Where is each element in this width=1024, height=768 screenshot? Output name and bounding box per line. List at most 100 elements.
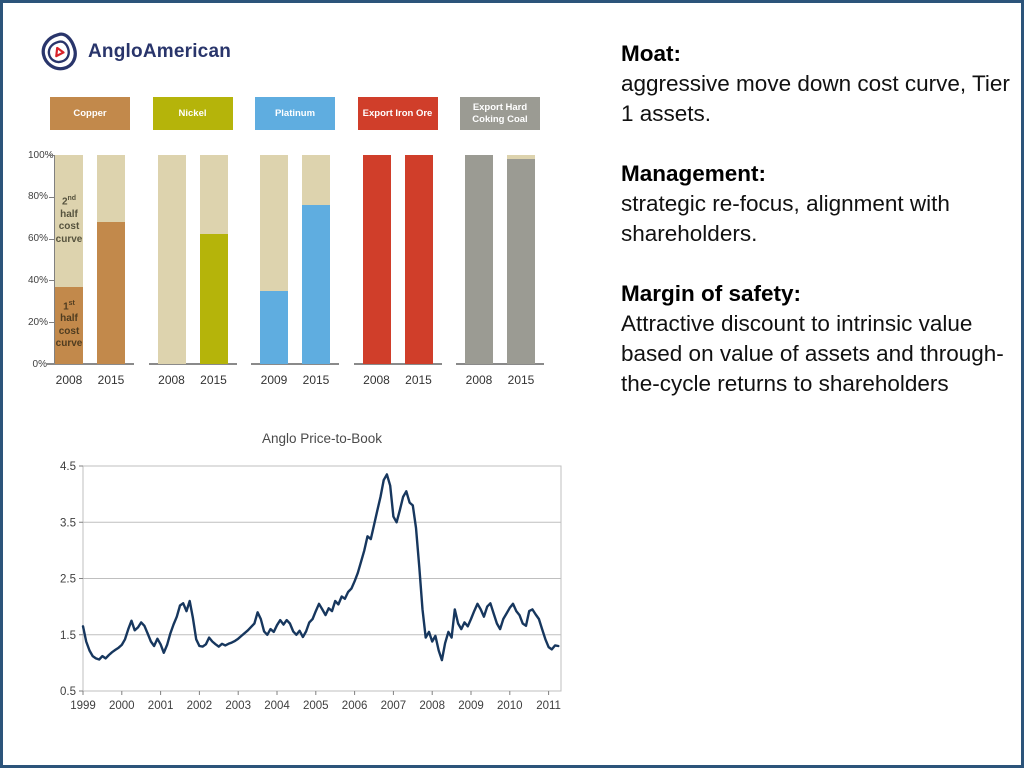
section-heading: Margin of safety: [621, 281, 802, 306]
line-chart-title: Anglo Price-to-Book [261, 431, 383, 446]
bar-segment-second-half [157, 155, 186, 364]
bar-group-baseline [251, 363, 339, 365]
bar-chart-y-tick-label: 40% [28, 274, 49, 286]
bar-x-tick-label: 2009 [260, 373, 288, 387]
bar-chart-y-tick-label: 80% [28, 191, 49, 203]
bar-segment-first-half [199, 234, 228, 364]
thesis-section-management: Management: strategic re-focus, alignmen… [621, 159, 1021, 249]
bar-group-baseline [46, 363, 134, 365]
bar-group-baseline [456, 363, 544, 365]
bar-x-tick-label: 2008 [158, 373, 185, 387]
section-heading: Moat: [621, 41, 681, 66]
stacked-bar-platinum-2009 [260, 155, 288, 364]
bar-x-tick-label: 2015 [97, 373, 125, 387]
bar-chart-y-tick-label: 100% [28, 149, 54, 161]
x-axis-tick-label: 2001 [148, 700, 174, 712]
category-label-export-hard-coking-coal: Export Hard Coking Coal [460, 97, 540, 130]
bar-chart-y-tick-label: 0% [32, 358, 47, 370]
x-axis-tick-label: 2005 [303, 700, 329, 712]
y-axis-tick-label: 3.5 [60, 517, 76, 529]
x-axis-tick-label: 2007 [381, 700, 407, 712]
y-axis-tick-label: 4.5 [60, 461, 76, 473]
x-axis-tick-label: 2011 [536, 700, 561, 712]
bar-segment-first-half [404, 155, 433, 364]
bar-segment-first-half [465, 155, 493, 364]
category-label-copper: Copper [50, 97, 130, 130]
x-axis-tick-label: 2009 [458, 700, 484, 712]
bar-x-tick-label: 2015 [302, 373, 330, 387]
bar-chart-y-tick-label: 20% [28, 316, 49, 328]
bar-group-copper: 2nd half cost curve 1st half cost curve [46, 155, 134, 365]
x-axis-tick-label: 2006 [342, 700, 368, 712]
bar-segment-first-half [97, 221, 125, 364]
stacked-bar-platinum-2015 [302, 155, 330, 364]
bar-chart-y-tick [49, 155, 54, 156]
price-to-book-line-chart: Anglo Price-to-Book 4.5 3.5 2.5 1.5 0.5 1999 2… [41, 431, 586, 731]
cost-curve-bar-chart: 100% 80% 60% 40% 20% 0% Copper 2nd half cost curve… [28, 93, 588, 398]
stacked-bar-export-hard-coking-coal-2015 [507, 155, 535, 364]
bar-group-nickel [148, 155, 237, 365]
segment-label-second-half-cost-curve: 2nd half cost curve [55, 195, 83, 245]
section-body: Attractive discount to intrinsic value b… [621, 311, 1004, 396]
bar-segment-second-half [260, 155, 288, 291]
logo-text: AngloAmerican [88, 41, 232, 62]
x-axis-tick-label: 2003 [225, 700, 251, 712]
x-axis-tick-label: 2000 [109, 700, 135, 712]
x-axis-tick-label: 2004 [264, 700, 290, 712]
anglo-american-logo: AngloAmerican [39, 31, 231, 73]
anglo-american-logo-icon [41, 32, 77, 71]
stacked-bar-nickel-2008 [157, 155, 186, 364]
stacked-bar-nickel-2015 [199, 155, 228, 364]
bar-x-tick-label: 2015 [200, 373, 227, 387]
thesis-section-margin-of-safety: Margin of safety: Attractive discount to… [621, 279, 1021, 399]
line-chart-canvas: 4.5 3.5 2.5 1.5 0.5 1999 2000 2001 2002 2003 2004 2… [60, 461, 562, 712]
category-label-platinum: Platinum [255, 97, 335, 130]
price-to-book-series-line [81, 473, 560, 662]
bar-x-tick-label: 2008 [363, 373, 390, 387]
x-axis-tick-label: 2008 [419, 700, 445, 712]
bar-segment-first-half [260, 290, 288, 364]
bar-group-baseline [148, 363, 237, 365]
bar-group-export-iron-ore [353, 155, 442, 365]
bar-segment-first-half [302, 205, 330, 364]
bar-chart-y-axis [54, 155, 55, 365]
y-axis-tick-label: 0.5 [60, 686, 76, 698]
bar-chart-y-tick [49, 196, 54, 198]
investment-thesis-panel: Moat: aggressive move down cost curve, T… [621, 39, 1021, 429]
category-label-nickel: Nickel [152, 97, 233, 130]
section-heading: Management: [621, 161, 767, 186]
segment-label-first-half-cost-curve: 1st half cost curve [55, 299, 83, 350]
bar-segment-first-half [507, 159, 535, 364]
bar-segment-first-half [362, 155, 391, 364]
bar-group-baseline [353, 363, 442, 365]
stacked-bar-copper-2015 [97, 155, 125, 364]
y-axis-tick-label: 1.5 [60, 630, 76, 642]
bar-x-tick-label: 2008 [55, 373, 83, 387]
section-body: strategic re-focus, alignment with share… [621, 191, 950, 246]
bar-chart-y-tick [49, 322, 54, 324]
bar-segment-first-half: 1st half cost curve [55, 286, 83, 364]
bar-x-tick-label: 2008 [465, 373, 493, 387]
bar-x-tick-label: 2015 [405, 373, 432, 387]
bar-chart-y-tick [49, 238, 54, 240]
section-body: aggressive move down cost curve, Tier 1 … [621, 71, 1010, 126]
bar-group-export-hard-coking-coal [456, 155, 544, 365]
stacked-bar-export-hard-coking-coal-2008 [465, 155, 493, 364]
stacked-bar-export-iron-ore-2008 [362, 155, 391, 364]
x-axis-tick-label: 2010 [497, 700, 523, 712]
x-axis-tick-label: 2002 [187, 700, 213, 712]
stacked-bar-export-iron-ore-2015 [404, 155, 433, 364]
bar-segment-second-half [507, 155, 535, 160]
bar-segment-second-half [199, 155, 228, 235]
y-axis-tick-label: 2.5 [60, 574, 76, 586]
bar-segment-second-half [97, 155, 125, 222]
stacked-bar-copper-2008: 2nd half cost curve 1st half cost curve [55, 155, 83, 364]
category-label-export-iron-ore: Export Iron Ore [357, 97, 438, 130]
bar-x-tick-label: 2015 [507, 373, 535, 387]
x-axis-tick-label: 1999 [70, 700, 96, 712]
bar-segment-second-half: 2nd half cost curve [55, 155, 83, 287]
bar-chart-y-tick-label: 60% [28, 233, 49, 245]
bar-chart-y-tick [49, 280, 54, 282]
bar-group-platinum [251, 155, 339, 365]
